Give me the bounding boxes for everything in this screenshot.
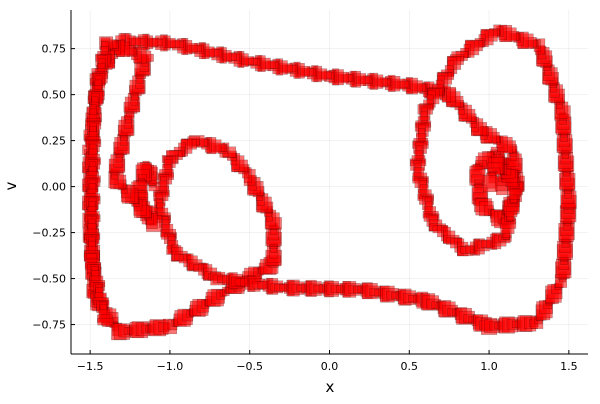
x-tick-label: 0.5 <box>401 360 419 373</box>
y-tick-label: 0.50 <box>42 89 67 102</box>
reach-set-box <box>97 317 114 326</box>
x-tick-label: 1.5 <box>560 360 578 373</box>
y-tick-label: −0.75 <box>32 319 66 332</box>
reach-set-box <box>482 175 498 193</box>
x-tick-label: 0.0 <box>321 360 339 373</box>
x-tick-label: 1.0 <box>480 360 498 373</box>
x-axis-label: x <box>326 378 335 396</box>
y-axis-label: v <box>2 181 20 190</box>
y-tick-label: −0.25 <box>32 227 66 240</box>
y-tick-label: 0.00 <box>42 181 67 194</box>
y-tick-label: −0.50 <box>32 273 66 286</box>
x-tick-label: −1.0 <box>157 360 184 373</box>
y-tick-label: 0.25 <box>42 135 67 148</box>
y-tick-label: 0.75 <box>42 43 67 56</box>
axes: −1.5 −1.0 −0.5 0.0 0.5 1.0 1.5 −0.75 −0.50 −0.25 0… <box>32 10 588 373</box>
x-tick-label: −0.5 <box>236 360 263 373</box>
x-tick-label: −1.5 <box>77 360 104 373</box>
rectangles <box>81 24 577 341</box>
